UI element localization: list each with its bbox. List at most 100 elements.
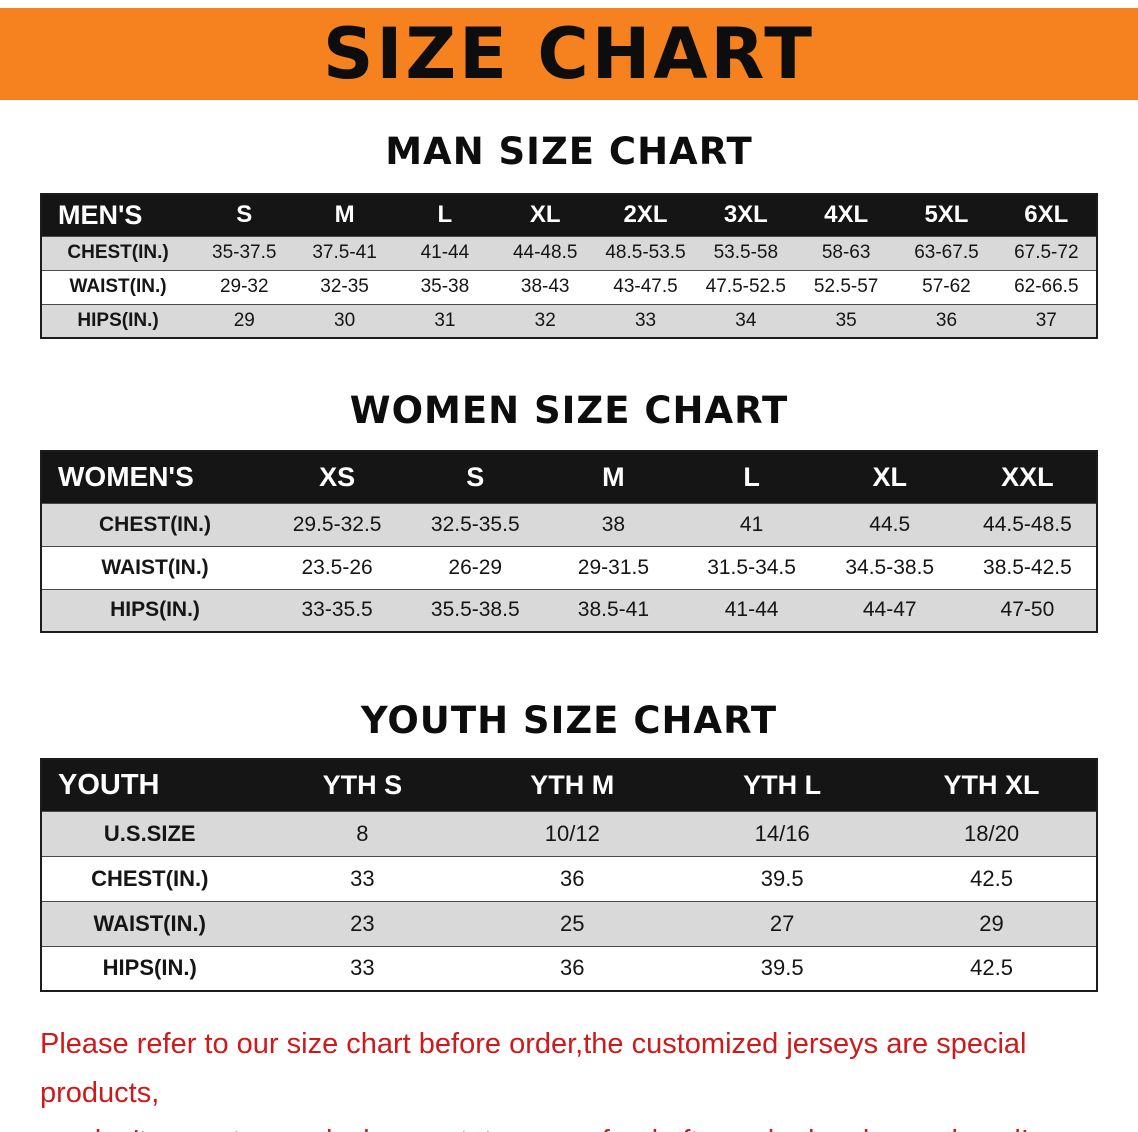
row-label: WAIST(IN.) (101, 555, 209, 579)
size-value: 42.5 (970, 865, 1013, 891)
youth-section: YOUTH SIZE CHART YOUTH YTH S YTH M YTH L YTH… (0, 699, 1138, 992)
size-value: 29.5-32.5 (292, 512, 382, 536)
row-label: WAIST(IN.) (93, 910, 206, 936)
size-column-header: 2XL (595, 194, 696, 236)
disclaimer-line-2: we don't accept cancel, change, teturn o… (40, 1117, 1118, 1132)
table-corner-label: YOUTH (41, 759, 258, 811)
size-column-header: XL (495, 194, 596, 236)
youth-section-title: YOUTH SIZE CHART (360, 699, 778, 742)
women-section-title: WOMEN SIZE CHART (349, 389, 789, 432)
table-row: CHEST(IN.) 35-37.5 37.5-41 41-44 44-48.5 48.5… (41, 236, 1097, 270)
size-column-header: M (294, 194, 395, 236)
size-value: 48.5-53.5 (605, 242, 686, 263)
size-value: 63-67.5 (914, 242, 979, 263)
size-column-header: S (406, 451, 545, 503)
table-row: WAIST(IN.) 29-32 32-35 35-38 38-43 43-47.5 47.… (41, 270, 1097, 304)
table-row: U.S.SIZE 8 10/12 14/16 18/20 (41, 811, 1097, 856)
size-column-header: 3XL (695, 194, 796, 236)
size-value: 41-44 (420, 242, 470, 263)
size-value: 52.5-57 (813, 276, 879, 297)
size-value: 38.5-42.5 (983, 555, 1072, 579)
size-value: 41 (739, 512, 764, 536)
size-value: 42.5 (970, 955, 1013, 981)
size-value: 27 (769, 910, 795, 936)
size-value: 36 (935, 309, 958, 331)
banner: SIZE CHART (0, 8, 1138, 100)
size-value: 25 (560, 910, 585, 936)
size-value: 43-47.5 (613, 276, 678, 297)
size-value: 44-47 (862, 598, 917, 622)
table-row: HIPS(IN.) 29 30 31 32 33 34 35 36 37 (41, 304, 1097, 338)
size-column-header: L (682, 451, 821, 503)
size-value: 35-38 (420, 276, 470, 297)
size-value: 29 (233, 309, 255, 331)
size-value: 31 (434, 309, 456, 331)
size-column-header: YTH L (677, 759, 888, 811)
banner-title: SIZE CHART (322, 13, 816, 95)
size-value: 35 (835, 309, 857, 331)
table-row: WAIST(IN.) 23.5-26 26-29 29-31.5 31.5-34.5 34… (41, 546, 1097, 589)
size-column-header: 5XL (896, 194, 997, 236)
size-value: 32.5-35.5 (430, 512, 520, 536)
table-corner-label: WOMEN'S (41, 451, 269, 503)
size-value: 33 (634, 309, 657, 331)
size-value: 37 (1035, 309, 1057, 331)
size-value: 33-35.5 (301, 598, 373, 622)
size-value: 29-31.5 (577, 555, 650, 579)
table-header-row: WOMEN'S XS S M L XL XXL (41, 451, 1097, 503)
size-value: 53.5-58 (713, 242, 779, 263)
women-section: WOMEN SIZE CHART WOMEN'S XS S M L XL XXL CHEST(… (0, 389, 1138, 633)
size-value: 10/12 (544, 820, 600, 846)
size-value: 14/16 (754, 820, 810, 846)
size-column-header: S (194, 194, 295, 236)
size-value: 38 (601, 512, 626, 536)
size-value: 37.5-41 (312, 242, 377, 263)
size-column-header: M (544, 451, 683, 503)
row-label: HIPS(IN.) (110, 598, 200, 622)
size-column-header: 6XL (996, 194, 1097, 236)
size-value: 57-62 (922, 276, 971, 297)
row-label: CHEST(IN.) (91, 865, 209, 891)
size-value: 38.5-41 (577, 598, 650, 622)
size-value: 39.5 (760, 865, 804, 891)
size-value: 67.5-72 (1014, 242, 1079, 263)
size-column-header: YTH M (467, 759, 678, 811)
table-row: CHEST(IN.) 29.5-32.5 32.5-35.5 38 41 44.5 44.5… (41, 503, 1097, 546)
size-value: 34.5-38.5 (845, 555, 935, 579)
size-value: 29-32 (219, 276, 269, 297)
size-column-header: YTH S (257, 759, 468, 811)
size-value: 36 (560, 955, 585, 981)
size-column-header: XS (268, 451, 407, 503)
size-value: 33 (350, 865, 375, 891)
disclaimer: Please refer to our size chart before or… (40, 1020, 1118, 1132)
size-value: 47-50 (1000, 598, 1055, 622)
size-value: 58-63 (821, 242, 871, 263)
size-column-header: YTH XL (887, 759, 1097, 811)
disclaimer-line-1: Please refer to our size chart before or… (40, 1028, 1027, 1109)
row-label: WAIST(IN.) (69, 276, 167, 297)
size-value: 29 (979, 910, 1004, 936)
row-label: CHEST(IN.) (99, 512, 212, 536)
size-value: 18/20 (964, 820, 1020, 846)
table-header-row: MEN'S S M L XL 2XL 3XL 4XL 5XL 6XL (41, 194, 1097, 236)
table-row: HIPS(IN.) 33 36 39.5 42.5 (41, 946, 1097, 991)
row-label: HIPS(IN.) (102, 955, 197, 981)
size-value: 36 (560, 865, 585, 891)
table-row: WAIST(IN.) 23 25 27 29 (41, 901, 1097, 946)
size-value: 39.5 (760, 955, 804, 981)
size-value: 35.5-38.5 (430, 598, 520, 622)
size-value: 44.5 (869, 512, 911, 536)
size-value: 41-44 (724, 598, 779, 622)
table-row: CHEST(IN.) 33 36 39.5 42.5 (41, 856, 1097, 901)
row-label: U.S.SIZE (103, 820, 196, 846)
youth-size-table: YOUTH YTH S YTH M YTH L YTH XL U.S.SIZE 8 10/12… (40, 758, 1098, 992)
size-column-header: 4XL (795, 194, 897, 236)
table-row: HIPS(IN.) 33-35.5 35.5-38.5 38.5-41 41-44 44-… (41, 589, 1097, 632)
size-value: 32-35 (320, 276, 369, 297)
men-size-table: MEN'S S M L XL 2XL 3XL 4XL 5XL 6XL CHEST(IN.) 35-37… (40, 193, 1098, 339)
size-value: 32 (534, 309, 556, 331)
size-value: 47.5-52.5 (705, 276, 786, 297)
size-value: 44-48.5 (512, 242, 578, 263)
table-header-row: YOUTH YTH S YTH M YTH L YTH XL (41, 759, 1097, 811)
size-value: 38-43 (520, 276, 570, 297)
